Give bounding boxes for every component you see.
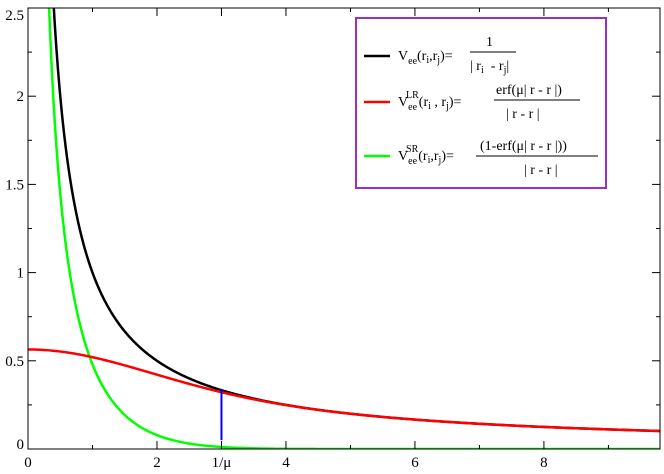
legend-box xyxy=(355,17,607,189)
y-tick-label: 0.5 xyxy=(5,354,24,370)
legend-numerator-short-range: (1-erf(μ| r - r |)) xyxy=(480,139,567,154)
y-tick-label: 2 xyxy=(17,89,25,105)
series-line-long-range xyxy=(28,348,660,433)
y-tick-label: 1 xyxy=(17,266,25,282)
legend-label-short-range: VeeSR(ri,rj)= xyxy=(398,144,454,167)
legend-numerator-full: 1 xyxy=(486,35,493,50)
y-tick-label: 2.5 xyxy=(5,8,24,24)
legend-label-full: Vee(ri,rj)= xyxy=(398,49,453,67)
legend-label-long-range: VeeLR(ri , rj)= xyxy=(398,90,462,113)
x-tick-label: 0 xyxy=(24,455,32,471)
axis-ticks: 0 2 1/μ 4 6 8 0 0.5 1 1.5 2 2.5 xyxy=(5,8,660,471)
legend-numerator-long-range: erf(μ| r - r |) xyxy=(496,83,562,98)
legend-denominator-full: | ri - rj| xyxy=(470,59,509,76)
x-tick-label: 1/μ xyxy=(212,455,232,471)
y-tick-label: 0 xyxy=(17,437,25,453)
x-tick-label: 8 xyxy=(540,455,548,471)
x-tick-label: 4 xyxy=(282,455,290,471)
legend: Vee(ri,rj)= 1 | ri - rj| VeeLR(ri , rj)=… xyxy=(355,17,607,189)
x-tick-label: 2 xyxy=(153,455,161,471)
x-tick-label: 6 xyxy=(411,455,419,471)
y-tick-label: 1.5 xyxy=(5,177,24,193)
legend-denominator-short-range: | r - r | xyxy=(524,163,558,178)
legend-denominator-long-range: | r - r | xyxy=(506,107,540,122)
